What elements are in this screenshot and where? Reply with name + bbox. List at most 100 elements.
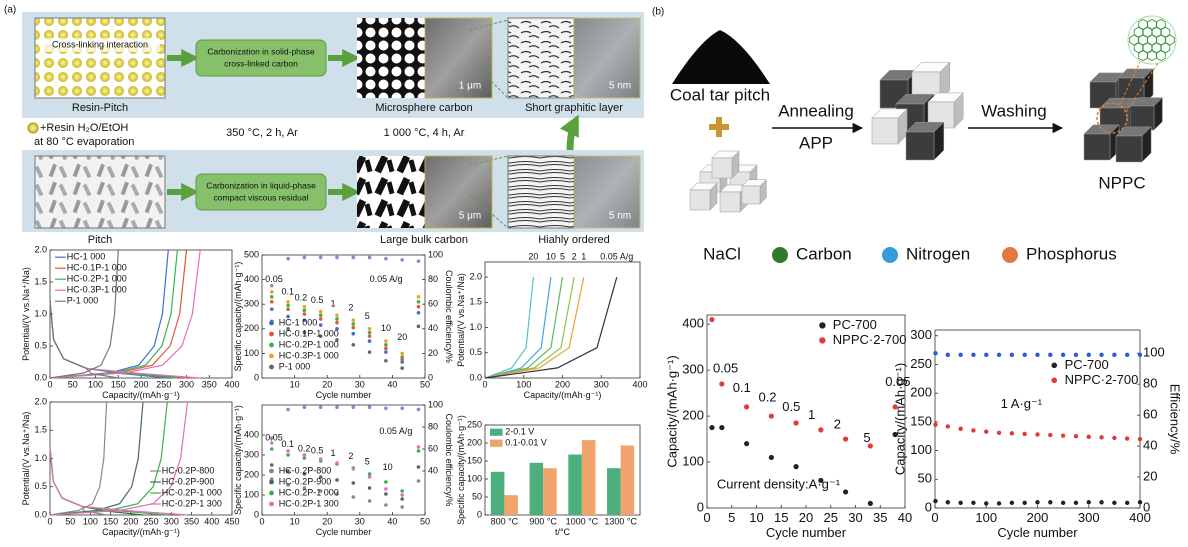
chart: 0501001502002503000204060801000100200300… <box>893 327 1183 540</box>
y2-axis-label: Coulombic efficiency/% <box>444 414 454 507</box>
stage-label: Microsphere carbon <box>375 102 472 114</box>
cube-front <box>1130 106 1154 130</box>
data-point <box>286 453 290 457</box>
data-point <box>1061 433 1065 437</box>
data-point <box>384 492 388 496</box>
y2-tick-label: 100 <box>1143 345 1165 360</box>
data-point <box>417 305 421 309</box>
x-tick-label: 1300 °C <box>604 517 637 527</box>
bulk-model <box>357 156 425 228</box>
annotation: 5 <box>365 311 370 321</box>
graphite-model <box>508 156 574 228</box>
legend-label: HC-0.2P-1 000 <box>279 339 339 349</box>
data-point <box>958 501 962 505</box>
y-tick-label: 100 <box>682 453 704 468</box>
legend-label: HC-0.2P-800 <box>162 465 215 475</box>
x-tick-label: 100 <box>83 517 98 527</box>
x-tick-label: 15 <box>774 510 788 525</box>
data-point <box>384 487 388 491</box>
data-point <box>997 353 1001 357</box>
data-point <box>400 493 404 497</box>
process-arrow <box>570 122 575 152</box>
y-tick-label: 0 <box>254 372 259 382</box>
legend-marker <box>269 343 274 348</box>
data-point <box>1074 501 1078 505</box>
annotation: 5 <box>365 457 370 467</box>
y2-tick-label: 40 <box>1143 438 1157 453</box>
legend-label: HC-0.1P-1 000 <box>67 263 127 273</box>
data-point <box>1087 500 1091 504</box>
curve-label: 0.05 A/g <box>600 251 633 261</box>
x-tick-label: 400 <box>204 517 219 527</box>
data-point <box>744 404 749 409</box>
y-axis-label: Capacity/(mAh·g⁻¹) <box>893 363 908 475</box>
data-point <box>335 321 339 325</box>
data-point <box>351 318 355 322</box>
legend-label: 0.1-0.01 V <box>505 438 547 448</box>
data-point <box>368 499 372 503</box>
y-tick-label: 100 <box>244 348 259 358</box>
curve-label: 5 <box>560 251 565 261</box>
data-point <box>286 304 290 308</box>
condition-text: 1 000 °C, 4 h, Ar <box>384 127 465 139</box>
x-tick-label: 40 <box>387 380 397 390</box>
y-tick-label: 2.0 <box>469 272 482 282</box>
y-axis-label: Potential/(V vs.Na⁺/Na) <box>21 412 31 506</box>
data-point <box>335 461 339 465</box>
legend-label: NPPC·2-700 <box>833 332 907 347</box>
annotation: 0.5 <box>782 399 800 414</box>
data-line <box>50 402 143 515</box>
x-tick-label: 300 <box>179 380 194 390</box>
annotation: 2 <box>834 416 841 431</box>
x-tick-label: 0 <box>47 517 52 527</box>
data-point <box>997 501 1001 505</box>
data-point <box>868 501 873 506</box>
y2-tick-label: 100 <box>428 249 443 259</box>
annotation: 1 <box>808 407 815 422</box>
x-tick-label: 0 <box>47 380 52 390</box>
graphene-sheet <box>1128 16 1176 64</box>
process-text: Carbonization in solid-phase <box>207 46 315 56</box>
data-point <box>984 501 988 505</box>
y2-tick-label: 60 <box>428 443 438 453</box>
data-point <box>400 407 404 411</box>
y-tick-label: 150 <box>910 413 932 428</box>
data-point <box>818 427 823 432</box>
y-tick-label: 50 <box>918 471 932 486</box>
scale-bar-label: 5 μm <box>459 211 481 222</box>
y-tick-label: 1.0 <box>34 453 47 463</box>
legend-label: HC-1 000 <box>67 252 106 262</box>
data-point <box>351 332 355 336</box>
data-point <box>270 284 274 288</box>
annotation: Current density:A·g⁻¹ <box>717 476 841 491</box>
chart: 050100150200250t/°CSpecific capacity/(mA… <box>456 415 640 537</box>
y-axis-label: Potential/(V vs.Na⁺/Na) <box>456 273 466 367</box>
data-point <box>368 339 372 343</box>
data-point <box>319 317 323 321</box>
y2-tick-label: 80 <box>1143 376 1157 391</box>
data-point <box>319 457 323 461</box>
x-tick-label: 200 <box>555 380 570 390</box>
data-line <box>485 277 584 378</box>
y-tick-label: 400 <box>682 316 704 331</box>
condition-text: 350 °C, 2 h, Ar <box>226 127 298 139</box>
data-point <box>933 499 937 503</box>
x-tick-label: 30 <box>355 517 365 527</box>
data-point <box>971 428 975 432</box>
stage-label: Hiahly ordered <box>538 234 610 246</box>
annotation: 0.05 A/g <box>379 426 412 436</box>
data-point <box>400 505 404 509</box>
data-point <box>368 331 372 335</box>
data-point <box>384 339 388 343</box>
x-axis-label: Capacity/(mAh·g⁻¹) <box>524 390 602 400</box>
x-axis-label: Capacity/(mAh·g⁻¹) <box>102 527 180 537</box>
x-tick-label: 150 <box>103 517 118 527</box>
y-axis-label: Capacity/(mAh·g⁻¹) <box>665 355 680 467</box>
legend-label: HC-0.2P-800 <box>279 465 332 475</box>
data-point <box>1022 432 1026 436</box>
data-point <box>270 447 274 451</box>
data-point <box>417 300 421 304</box>
annotation: 0.05 <box>713 360 738 375</box>
legend-marker <box>269 321 274 326</box>
material-label: NPPC <box>1098 173 1145 192</box>
